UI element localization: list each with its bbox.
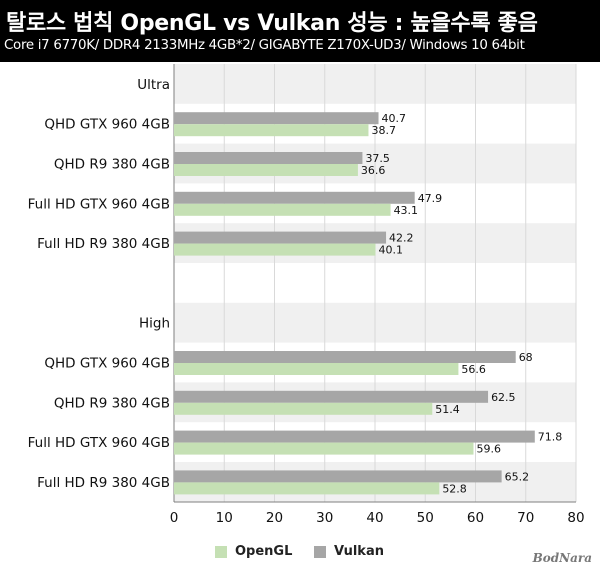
legend-item-vulkan: Vulkan (314, 544, 384, 559)
category-label: QHD GTX 960 4GB (44, 356, 170, 372)
data-label-vulkan: 47.9 (418, 192, 443, 205)
data-label-opengl: 56.6 (461, 363, 486, 376)
data-label-opengl: 40.1 (379, 244, 404, 257)
bar-opengl (174, 442, 474, 455)
category-label: QHD R9 380 4GB (54, 157, 170, 173)
data-label-opengl: 38.7 (371, 124, 396, 137)
data-label-vulkan: 42.2 (389, 232, 414, 245)
chart-title: 탈로스 법칙 OpenGL vs Vulkan 성능 : 높을수록 좋음 (6, 11, 538, 36)
data-label-vulkan: 37.5 (365, 152, 390, 165)
data-label-opengl: 52.8 (442, 482, 467, 495)
data-label-opengl: 36.6 (361, 164, 386, 177)
bar-opengl (174, 164, 358, 176)
bar-opengl (174, 482, 440, 495)
category-label: Full HD GTX 960 4GB (28, 196, 170, 212)
legend-item-opengl: OpenGL (215, 544, 292, 559)
bar-vulkan (174, 390, 489, 403)
x-tick-label: 20 (266, 510, 283, 526)
x-tick-label: 50 (417, 510, 434, 526)
category-label: QHD R9 380 4GB (54, 395, 170, 411)
group-label: High (139, 316, 170, 332)
chart-header: 탈로스 법칙 OpenGL vs Vulkan 성능 : 높을수록 좋음 Cor… (0, 0, 600, 62)
data-label-vulkan: 62.5 (491, 391, 516, 404)
data-label-vulkan: 65.2 (505, 470, 530, 483)
category-label: Full HD R9 380 4GB (37, 475, 170, 491)
x-tick-label: 30 (316, 510, 333, 526)
x-tick-label: 70 (517, 510, 534, 526)
bar-opengl (174, 243, 376, 256)
watermark-logo: BodNara (532, 551, 592, 565)
bar-chart: Ultra QHD GTX 960 4GB 40.738.7 QHD R9 380 4… (28, 64, 585, 526)
bar-vulkan (174, 430, 535, 443)
category-label: Full HD R9 380 4GB (37, 236, 170, 252)
legend-label-opengl: OpenGL (235, 544, 293, 559)
bar-opengl (174, 402, 433, 415)
category-label: Full HD GTX 960 4GB (28, 435, 170, 451)
bar-opengl (174, 124, 369, 137)
data-label-opengl: 59.6 (476, 443, 501, 456)
x-tick-label: 10 (216, 510, 233, 526)
data-label-vulkan: 68 (519, 351, 533, 364)
bar-vulkan (174, 152, 363, 164)
x-tick-label: 40 (366, 510, 383, 526)
data-label-opengl: 43.1 (394, 204, 419, 217)
legend-label-vulkan: Vulkan (334, 544, 384, 559)
x-tick-label: 60 (467, 510, 484, 526)
chart-subtitle: Core i7 6770K/ DDR4 2133MHz 4GB*2/ GIGAB… (4, 38, 525, 53)
legend-swatch-vulkan (314, 545, 326, 558)
x-tick-label: 80 (567, 510, 584, 526)
group-label: Ultra (137, 77, 170, 93)
x-tick-label: 0 (170, 510, 179, 526)
bar-opengl (174, 363, 459, 375)
bar-vulkan (174, 191, 415, 204)
chart-legend: OpenGL Vulkan (0, 540, 600, 564)
bar-vulkan (174, 231, 387, 244)
data-label-vulkan: 71.8 (538, 431, 563, 444)
bar-vulkan (174, 470, 502, 483)
data-label-vulkan: 40.7 (382, 112, 407, 125)
category-label: QHD GTX 960 4GB (44, 117, 170, 133)
bar-vulkan (174, 351, 516, 363)
bar-opengl (174, 203, 391, 216)
data-label-opengl: 51.4 (435, 403, 460, 416)
bar-vulkan (174, 112, 379, 125)
legend-swatch-opengl (215, 545, 227, 558)
